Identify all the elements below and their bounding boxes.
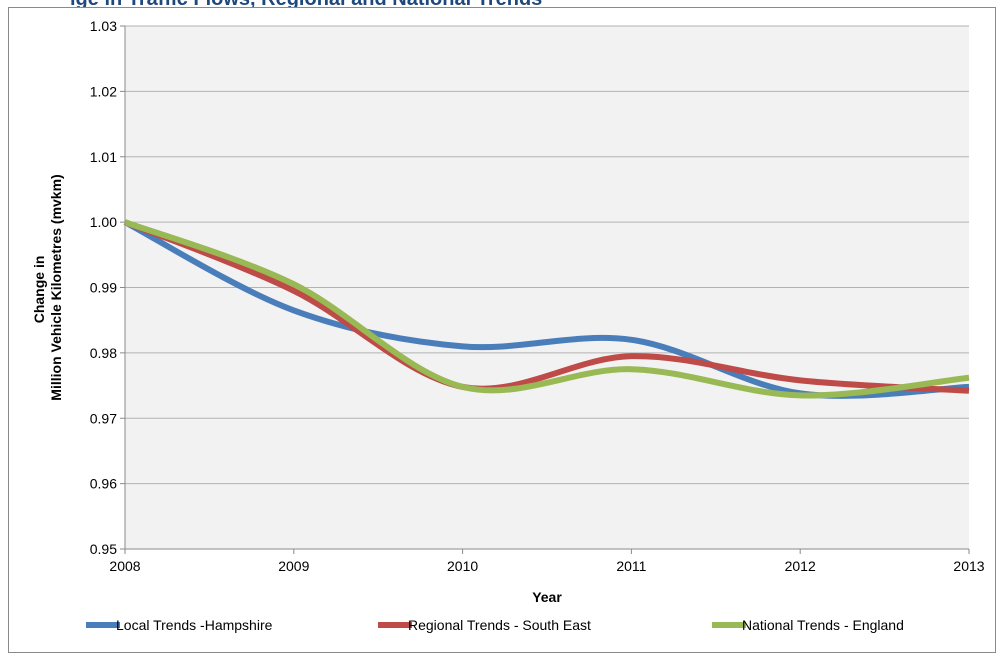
x-tick-label: 2011 bbox=[616, 558, 646, 574]
x-axis-title: Year bbox=[532, 589, 562, 605]
x-tick-label: 2010 bbox=[447, 558, 478, 574]
y-axis-title-line-1: Change in bbox=[31, 256, 47, 324]
y-tick-label: 0.95 bbox=[90, 541, 117, 557]
chart-title-text: ige in Traffic Flows, Regional and Natio… bbox=[70, 0, 542, 8]
y-axis-title-line-2: Million Vehicle Kilometres (mvkm) bbox=[48, 174, 64, 400]
legend: Local Trends -Hampshire Regional Trends -… bbox=[86, 617, 904, 633]
x-axis-ticks: 2008 2009 2010 2011 2012 2013 bbox=[109, 549, 985, 574]
series-line-2 bbox=[123, 219, 970, 394]
y-tick-label: 0.99 bbox=[90, 280, 117, 296]
chart-title-fragment: ige in Traffic Flows, Regional and Natio… bbox=[0, 0, 998, 8]
y-tick-label: 0.97 bbox=[90, 410, 117, 426]
y-axis-ticks: 0.95 0.96 0.97 0.98 0.99 1.00 1.01 1.02 1.03 bbox=[90, 18, 969, 557]
y-tick-label: 0.98 bbox=[90, 345, 117, 361]
y-tick-label: 1.03 bbox=[90, 18, 117, 34]
y-tick-label: 1.01 bbox=[90, 149, 117, 165]
series-lines bbox=[123, 219, 970, 399]
gridlines bbox=[125, 25, 969, 485]
x-tick-label: 2008 bbox=[109, 558, 140, 574]
chart-frame bbox=[8, 7, 996, 653]
y-tick-label: 0.96 bbox=[90, 476, 117, 492]
x-tick-label: 2009 bbox=[278, 558, 309, 574]
legend-label: National Trends - England bbox=[742, 617, 904, 633]
y-axis-title: Change in Million Vehicle Kilometres (mv… bbox=[31, 174, 64, 400]
y-tick-label: 1.00 bbox=[90, 214, 117, 230]
x-tick-label: 2012 bbox=[785, 558, 816, 574]
legend-label: Regional Trends - South East bbox=[408, 617, 591, 633]
y-tick-label: 1.02 bbox=[90, 83, 117, 99]
legend-label: Local Trends -Hampshire bbox=[116, 617, 273, 633]
x-tick-label: 2013 bbox=[953, 558, 984, 574]
series-line-3 bbox=[123, 219, 970, 399]
